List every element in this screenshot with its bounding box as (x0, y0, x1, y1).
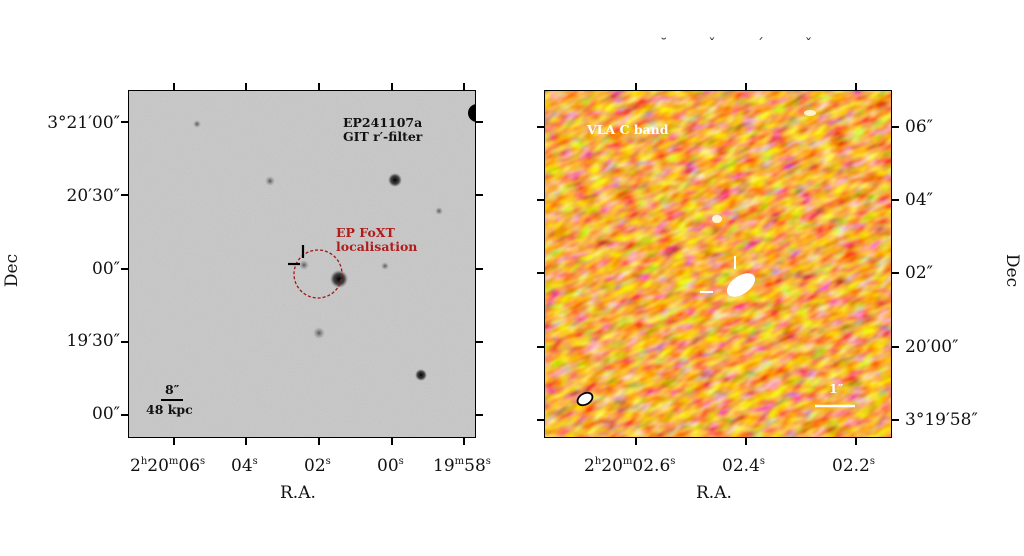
left-tick (391, 83, 393, 90)
right-x-tick-1: 2h20m02.6s (584, 456, 676, 476)
scalebar-label: 1″ (829, 381, 844, 396)
band-label: VLA C band (587, 122, 669, 137)
left-y-tick-2: 20′30″ (66, 186, 120, 206)
right-y-axis-title: Dec (1002, 253, 1023, 288)
left-x-axis-title: R.A. (280, 483, 316, 503)
right-y-tick-3: 02″ (905, 263, 933, 283)
left-tick (245, 83, 247, 90)
left-tick (245, 438, 247, 445)
right-tick (537, 272, 544, 274)
left-tick (318, 438, 320, 445)
scalebar-angle-label: 8″ (165, 382, 180, 397)
left-tick (476, 414, 483, 416)
radio-image (545, 91, 891, 437)
radio-image-panel: VLA C band 1″ (544, 90, 892, 438)
right-tick (892, 272, 899, 274)
right-tick (745, 83, 747, 90)
left-y-axis-title: Dec (2, 253, 23, 288)
right-tick (537, 126, 544, 128)
right-tick (635, 438, 637, 445)
scalebar-distance-label: 48 kpc (146, 402, 193, 417)
left-tick (121, 341, 128, 343)
left-y-tick-5: 00″ (92, 404, 120, 424)
left-tick (476, 194, 483, 196)
left-tick (391, 438, 393, 445)
left-tick (476, 341, 483, 343)
right-y-tick-4: 20′00″ (905, 337, 959, 357)
right-tick (537, 199, 544, 201)
right-y-tick-1: 06″ (905, 117, 933, 137)
optical-image-panel: EP241107a GIT r′-filter EP FoXT localisa… (128, 90, 476, 438)
right-tick (537, 346, 544, 348)
optical-image (129, 91, 475, 437)
left-x-tick-3: 02s (304, 456, 331, 476)
right-tick (892, 126, 899, 128)
left-tick (463, 438, 465, 445)
left-tick (173, 438, 175, 445)
right-tick (892, 199, 899, 201)
right-y-tick-2: 04″ (905, 190, 933, 210)
right-tick (855, 83, 857, 90)
left-y-tick-1: 3°21′00″ (47, 113, 120, 133)
left-x-tick-5: 19m58s (433, 456, 491, 476)
left-tick (476, 268, 483, 270)
right-y-tick-5: 3°19′58″ (905, 410, 978, 430)
right-tick (745, 438, 747, 445)
localisation-label-line1: EP FoXT (336, 225, 395, 240)
left-x-tick-4: 00s (377, 456, 404, 476)
cutoff-caption-fragment: ˘ ˇ ´ ˇ (660, 35, 831, 53)
left-tick (121, 414, 128, 416)
source-label: EP241107a (343, 115, 423, 130)
right-x-tick-3: 02.2s (832, 456, 875, 476)
left-tick (318, 83, 320, 90)
localisation-label-line2: localisation (336, 239, 418, 254)
left-x-tick-2: 04s (231, 456, 258, 476)
right-tick (855, 438, 857, 445)
right-tick (892, 346, 899, 348)
filter-label: GIT r′-filter (343, 129, 423, 144)
right-x-tick-2: 02.4s (722, 456, 765, 476)
left-tick (121, 268, 128, 270)
left-tick (121, 121, 128, 123)
left-y-tick-3: 00″ (92, 259, 120, 279)
right-tick (635, 83, 637, 90)
right-x-axis-title: R.A. (696, 483, 732, 503)
left-tick (463, 83, 465, 90)
left-tick (173, 83, 175, 90)
right-tick (537, 419, 544, 421)
left-y-tick-4: 19′30″ (66, 331, 120, 351)
left-tick (476, 121, 483, 123)
right-tick (892, 419, 899, 421)
left-tick (121, 194, 128, 196)
left-x-tick-1: 2h20m06s (130, 456, 206, 476)
